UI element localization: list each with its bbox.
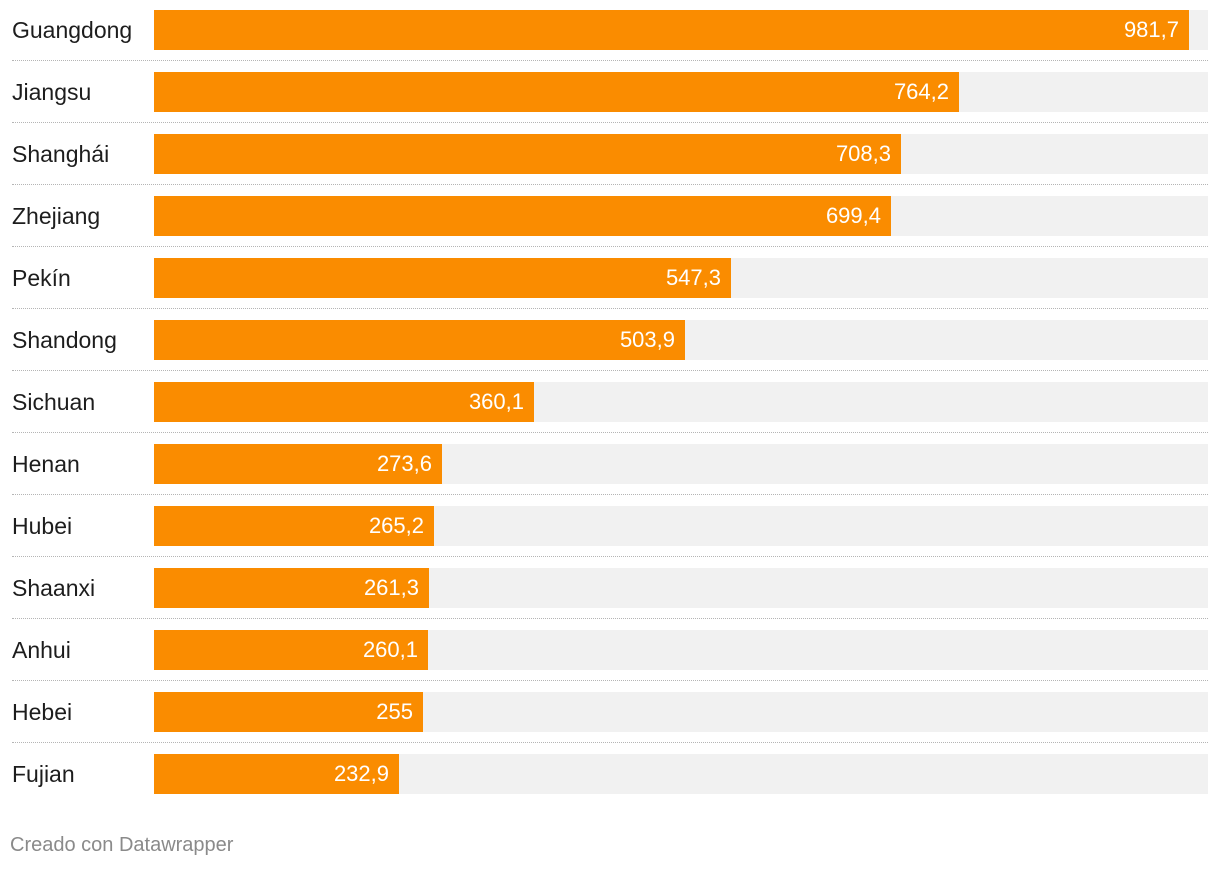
bar-row: Jiangsu 764,2	[12, 72, 1208, 134]
bar: 360,1	[154, 382, 534, 422]
bar: 981,7	[154, 10, 1189, 50]
bar-track: 261,3	[154, 568, 1208, 608]
bar: 708,3	[154, 134, 901, 174]
bar-row: Henan 273,6	[12, 444, 1208, 506]
row-separator	[12, 742, 1208, 743]
bar-row: Fujian 232,9	[12, 754, 1208, 816]
bar-row: Pekín 547,3	[12, 258, 1208, 320]
bar-value-label: 261,3	[363, 575, 419, 600]
category-label: Shaanxi	[12, 575, 96, 601]
bar-track: 273,6	[154, 444, 1208, 484]
bar: 503,9	[154, 320, 685, 360]
category-label: Hubei	[12, 513, 73, 539]
bar: 764,2	[154, 72, 959, 112]
bar-value-label: 265,2	[368, 513, 424, 538]
category-label: Fujian	[12, 761, 75, 787]
bar-row: Shanghái 708,3	[12, 134, 1208, 196]
bar: 261,3	[154, 568, 429, 608]
bar-row: Anhui 260,1	[12, 630, 1208, 692]
bar: 265,2	[154, 506, 434, 546]
bar-row: Guangdong 981,7	[12, 10, 1208, 72]
bar: 273,6	[154, 444, 442, 484]
bar-track: 255	[154, 692, 1208, 732]
row-separator	[12, 680, 1208, 681]
category-label: Shanghái	[12, 141, 110, 167]
bar-track: 764,2	[154, 72, 1208, 112]
bar: 255	[154, 692, 423, 732]
category-label: Anhui	[12, 637, 71, 663]
row-separator	[12, 184, 1208, 185]
bar-row: Hebei 255	[12, 692, 1208, 754]
category-label: Hebei	[12, 699, 73, 725]
category-label: Henan	[12, 451, 80, 477]
bar-row: Shaanxi 261,3	[12, 568, 1208, 630]
bar: 547,3	[154, 258, 731, 298]
bar-track: 265,2	[154, 506, 1208, 546]
row-separator	[12, 60, 1208, 61]
bar: 699,4	[154, 196, 891, 236]
row-separator	[12, 370, 1208, 371]
bar-value-label: 764,2	[893, 79, 949, 104]
bar-value-label: 708,3	[835, 141, 891, 166]
bar-value-label: 360,1	[468, 389, 524, 414]
bar-track: 232,9	[154, 754, 1208, 794]
bar-chart: Guangdong 981,7 Jiangsu 764,2 Shanghái 708,3 Z…	[12, 10, 1208, 794]
bar: 260,1	[154, 630, 428, 670]
category-label: Shandong	[12, 327, 117, 353]
bar-value-label: 255	[376, 699, 413, 724]
row-separator	[12, 556, 1208, 557]
bar-track: 708,3	[154, 134, 1208, 174]
bar-track: 699,4	[154, 196, 1208, 236]
bar-row: Hubei 265,2	[12, 506, 1208, 568]
bar-row: Sichuan 360,1	[12, 382, 1208, 444]
bar-value-label: 699,4	[825, 203, 881, 228]
bar-value-label: 547,3	[665, 265, 721, 290]
bar-row: Shandong 503,9	[12, 320, 1208, 382]
category-label: Zhejiang	[12, 203, 101, 229]
bar-value-label: 260,1	[362, 637, 418, 662]
row-separator	[12, 308, 1208, 309]
category-label: Pekín	[12, 265, 71, 291]
bar-track: 547,3	[154, 258, 1208, 298]
category-label: Guangdong	[12, 17, 133, 43]
bar-track: 503,9	[154, 320, 1208, 360]
bar-track: 360,1	[154, 382, 1208, 422]
row-separator	[12, 246, 1208, 247]
bar-value-label: 503,9	[619, 327, 675, 352]
bar-value-label: 232,9	[333, 761, 389, 786]
category-label: Sichuan	[12, 389, 96, 415]
row-separator	[12, 618, 1208, 619]
category-label: Jiangsu	[12, 79, 92, 105]
bar-value-label: 273,6	[376, 451, 432, 476]
bar-row: Zhejiang 699,4	[12, 196, 1208, 258]
row-separator	[12, 432, 1208, 433]
bar: 232,9	[154, 754, 399, 794]
bar-track: 260,1	[154, 630, 1208, 670]
footer-credit: Creado con Datawrapper	[10, 834, 234, 856]
row-separator	[12, 122, 1208, 123]
bar-value-label: 981,7	[1123, 17, 1179, 42]
row-separator	[12, 494, 1208, 495]
bar-track: 981,7	[154, 10, 1208, 50]
